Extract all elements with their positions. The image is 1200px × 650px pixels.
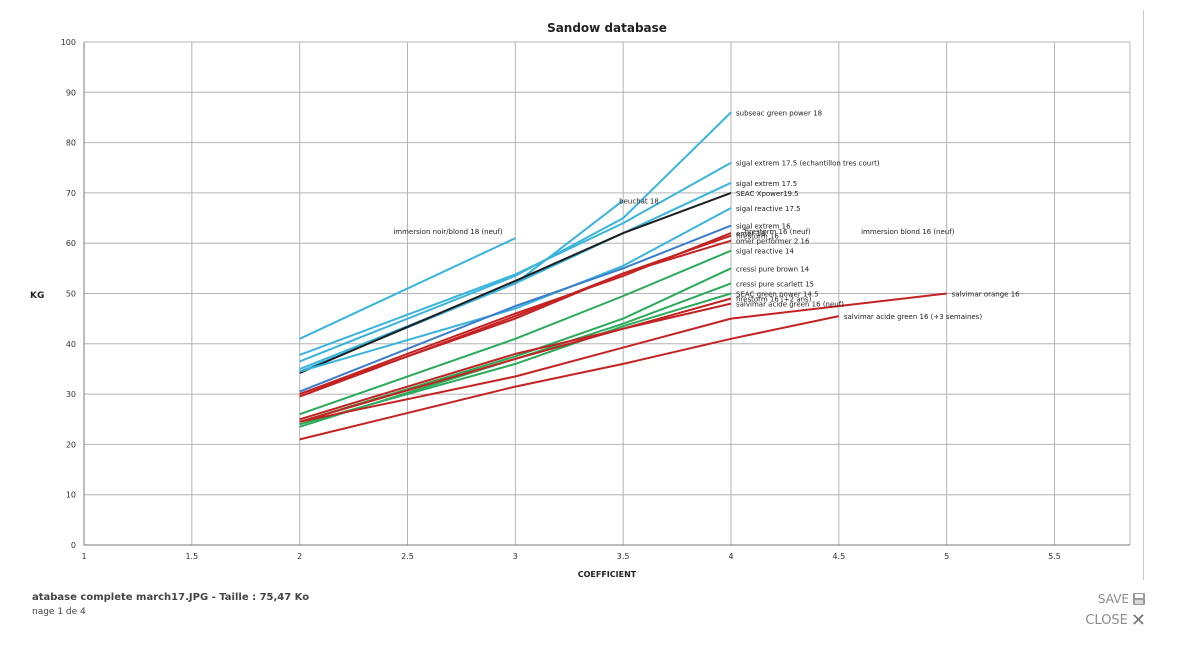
series-line	[299, 297, 732, 421]
close-label: CLOSE	[1085, 613, 1128, 628]
annotation-label: firestorm 16 (neuf)	[745, 228, 811, 236]
x-tick-label: 4.5	[832, 552, 845, 561]
x-tick-label: 1.5	[185, 552, 198, 561]
y-tick-label: 100	[61, 38, 76, 47]
file-info: atabase complete march17.JPG - Taille : …	[32, 592, 310, 603]
x-tick-label: 5.5	[1048, 552, 1061, 561]
series-line	[299, 111, 732, 363]
series-label: cressi pure scarlett 15	[736, 280, 814, 288]
series-label: cressi pure brown 14	[736, 265, 810, 273]
y-tick-label: 20	[66, 440, 76, 449]
series-label: firestorm 16	[736, 233, 779, 241]
series-line	[299, 224, 732, 393]
y-tick-label: 10	[66, 491, 76, 500]
sandow-line-chart: 0 10 20 30 40 50 60 70 80 90 100 1 1.5 2 2.5 3 3.5 4 4.5 5 5…	[30, 21, 1131, 579]
series-line	[299, 191, 732, 374]
y-tick-label: 90	[66, 88, 76, 97]
series-label: firestorm 16 (+2 ans)	[736, 296, 812, 304]
close-icon: ✕	[1130, 609, 1146, 631]
series-line	[299, 315, 840, 441]
x-tick-label: 3	[513, 552, 518, 561]
x-tick-label: 1	[81, 552, 86, 561]
series-line	[299, 161, 732, 356]
series-label: SEAC green power 14.5	[736, 291, 819, 299]
series-label: beuchat 18	[619, 197, 659, 205]
series-label: sigal extrem 16	[736, 223, 791, 231]
save-label: SAVE	[1097, 592, 1129, 606]
save-icon	[1133, 593, 1145, 605]
series-label: omer performer 2 16	[736, 238, 810, 246]
y-tick-label: 80	[66, 139, 76, 148]
series-label: salvimar acide green 16 (neuf)	[736, 301, 844, 309]
x-tick-label: 4	[728, 552, 733, 561]
series-line	[299, 239, 732, 396]
series-label: subseac green power 18	[736, 109, 822, 117]
y-axis-label: KG	[30, 291, 44, 301]
series-line	[299, 292, 947, 423]
x-tick-label: 2.5	[401, 552, 414, 561]
series-label: SEAC Xpower19.5	[736, 190, 799, 198]
series-label: salvimar orange 16	[952, 291, 1020, 299]
chart-title: Sandow database	[547, 21, 667, 35]
series-label: sigal reactive 14	[736, 248, 794, 256]
series-label: sigal reactive 17.5	[736, 205, 801, 213]
series-line	[299, 237, 516, 340]
series-line	[299, 267, 732, 423]
x-axis-label: COEFFICIENT	[578, 570, 637, 579]
y-tick-label: 40	[66, 340, 76, 349]
annotation-label: immersion blond 16 (neuf)	[861, 228, 955, 236]
chart-area: 0 10 20 30 40 50 60 70 80 90 100 1 1.5 2 2.5 3 3.5 4 4.5 5 5…	[30, 10, 1144, 580]
series-line	[299, 302, 732, 423]
series-label: sigal extrem 17.5	[736, 180, 797, 188]
y-tick-label: 30	[66, 390, 76, 399]
x-tick-label: 3.5	[617, 552, 630, 561]
series-label: omer 18	[736, 230, 765, 238]
save-button[interactable]: SAVE	[1098, 592, 1146, 606]
series-line	[299, 249, 732, 416]
page-indicator: nage 1 de 4	[32, 607, 86, 617]
x-tick-label: 2	[297, 552, 302, 561]
series-line	[299, 292, 732, 426]
y-tick-label: 50	[66, 290, 76, 299]
series-label: immersion noir/blond 18 (neuf)	[393, 228, 502, 236]
viewer-divider	[1143, 10, 1144, 580]
y-tick-label: 0	[71, 541, 76, 550]
x-tick-label: 5	[944, 552, 949, 561]
series-label: salvimar acide green 16 (+3 semaines)	[844, 313, 982, 321]
series-label: sigal extrem 17.5 (echantillon tres cour…	[736, 160, 880, 168]
close-button[interactable]: CLOSE ✕	[1085, 609, 1146, 631]
y-tick-label: 60	[66, 239, 76, 248]
y-tick-label: 70	[66, 189, 76, 198]
